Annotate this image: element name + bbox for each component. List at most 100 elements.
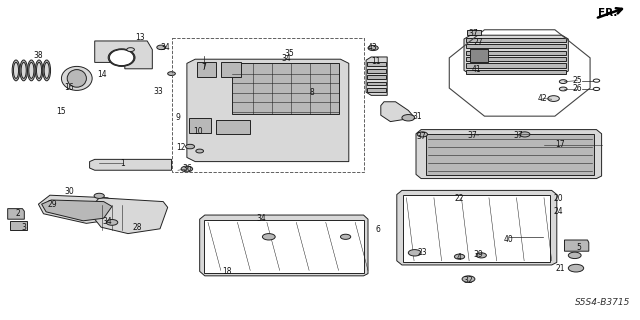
Circle shape: [168, 72, 175, 76]
Text: 17: 17: [555, 140, 565, 149]
Text: 34: 34: [256, 214, 266, 223]
Text: 13: 13: [134, 33, 145, 42]
Polygon shape: [200, 215, 368, 276]
Text: 15: 15: [56, 107, 66, 116]
Ellipse shape: [108, 49, 135, 67]
Text: 34: 34: [160, 43, 170, 52]
Text: 31: 31: [412, 112, 422, 121]
Text: 26: 26: [572, 84, 582, 93]
Text: 10: 10: [193, 127, 204, 136]
Ellipse shape: [36, 62, 42, 78]
Polygon shape: [466, 70, 566, 74]
Ellipse shape: [109, 49, 134, 66]
Text: 38: 38: [33, 51, 44, 60]
Text: 40: 40: [504, 235, 514, 244]
Circle shape: [408, 250, 421, 256]
Circle shape: [368, 45, 378, 51]
Polygon shape: [464, 35, 568, 74]
Polygon shape: [397, 190, 557, 265]
Polygon shape: [470, 49, 488, 62]
Text: 32: 32: [463, 276, 474, 285]
Ellipse shape: [21, 62, 26, 78]
Text: 8: 8: [310, 88, 315, 97]
Polygon shape: [216, 120, 250, 134]
Circle shape: [593, 79, 600, 82]
Text: 22: 22: [455, 194, 464, 203]
Polygon shape: [416, 130, 602, 179]
Circle shape: [127, 48, 134, 52]
Ellipse shape: [109, 50, 134, 66]
Circle shape: [340, 234, 351, 239]
Text: 36: 36: [182, 164, 192, 173]
Ellipse shape: [43, 60, 51, 81]
Text: 37: 37: [513, 131, 524, 140]
Polygon shape: [95, 41, 152, 69]
Polygon shape: [367, 75, 386, 79]
Ellipse shape: [67, 70, 86, 87]
Text: 2: 2: [15, 209, 20, 218]
Polygon shape: [466, 51, 566, 55]
Polygon shape: [8, 209, 24, 219]
Text: 34: 34: [282, 54, 292, 63]
Text: 28: 28: [133, 223, 142, 232]
Circle shape: [462, 276, 475, 282]
Ellipse shape: [28, 60, 35, 81]
Polygon shape: [367, 82, 386, 85]
Text: 16: 16: [64, 83, 74, 92]
Polygon shape: [232, 63, 339, 114]
Text: 41: 41: [472, 65, 482, 74]
Circle shape: [559, 87, 567, 91]
Polygon shape: [467, 30, 481, 35]
Ellipse shape: [35, 60, 43, 81]
Polygon shape: [38, 195, 118, 223]
Polygon shape: [466, 44, 566, 48]
Ellipse shape: [13, 62, 19, 78]
Polygon shape: [95, 198, 168, 234]
Circle shape: [106, 220, 118, 225]
Circle shape: [417, 132, 428, 137]
Text: 29: 29: [47, 200, 58, 209]
Text: 18: 18: [223, 267, 232, 276]
Text: 37: 37: [468, 29, 479, 38]
Ellipse shape: [20, 60, 28, 81]
Text: 34: 34: [102, 217, 113, 226]
Circle shape: [548, 96, 559, 101]
Text: 5: 5: [577, 243, 582, 252]
Polygon shape: [403, 195, 550, 262]
Polygon shape: [381, 102, 415, 122]
Ellipse shape: [61, 67, 92, 91]
Polygon shape: [367, 69, 386, 73]
Text: 12: 12: [176, 143, 185, 152]
Circle shape: [593, 87, 600, 91]
Text: 27: 27: [474, 38, 484, 47]
Text: 42: 42: [538, 94, 548, 103]
Polygon shape: [426, 134, 594, 175]
Circle shape: [568, 264, 584, 272]
Circle shape: [262, 234, 275, 240]
Text: 7: 7: [201, 63, 206, 72]
Polygon shape: [466, 63, 566, 68]
Text: 23: 23: [417, 248, 428, 257]
Text: FR.: FR.: [598, 8, 618, 18]
Polygon shape: [187, 59, 349, 162]
Text: S5S4-B3715: S5S4-B3715: [575, 298, 630, 307]
Polygon shape: [189, 118, 211, 133]
Text: 14: 14: [97, 70, 108, 79]
Text: 43: 43: [367, 43, 378, 52]
Polygon shape: [42, 200, 112, 221]
Circle shape: [157, 45, 166, 50]
Text: 21: 21: [556, 264, 564, 273]
Text: 35: 35: [284, 49, 294, 58]
Circle shape: [476, 253, 486, 258]
Circle shape: [196, 149, 204, 153]
Polygon shape: [204, 220, 364, 273]
Circle shape: [181, 166, 193, 172]
Text: 1: 1: [120, 159, 125, 168]
Circle shape: [94, 193, 104, 198]
Circle shape: [559, 80, 567, 84]
Text: 37: 37: [467, 131, 477, 140]
Text: 3: 3: [22, 223, 27, 232]
Polygon shape: [90, 159, 172, 170]
Polygon shape: [367, 62, 386, 66]
Text: 20: 20: [553, 194, 563, 203]
